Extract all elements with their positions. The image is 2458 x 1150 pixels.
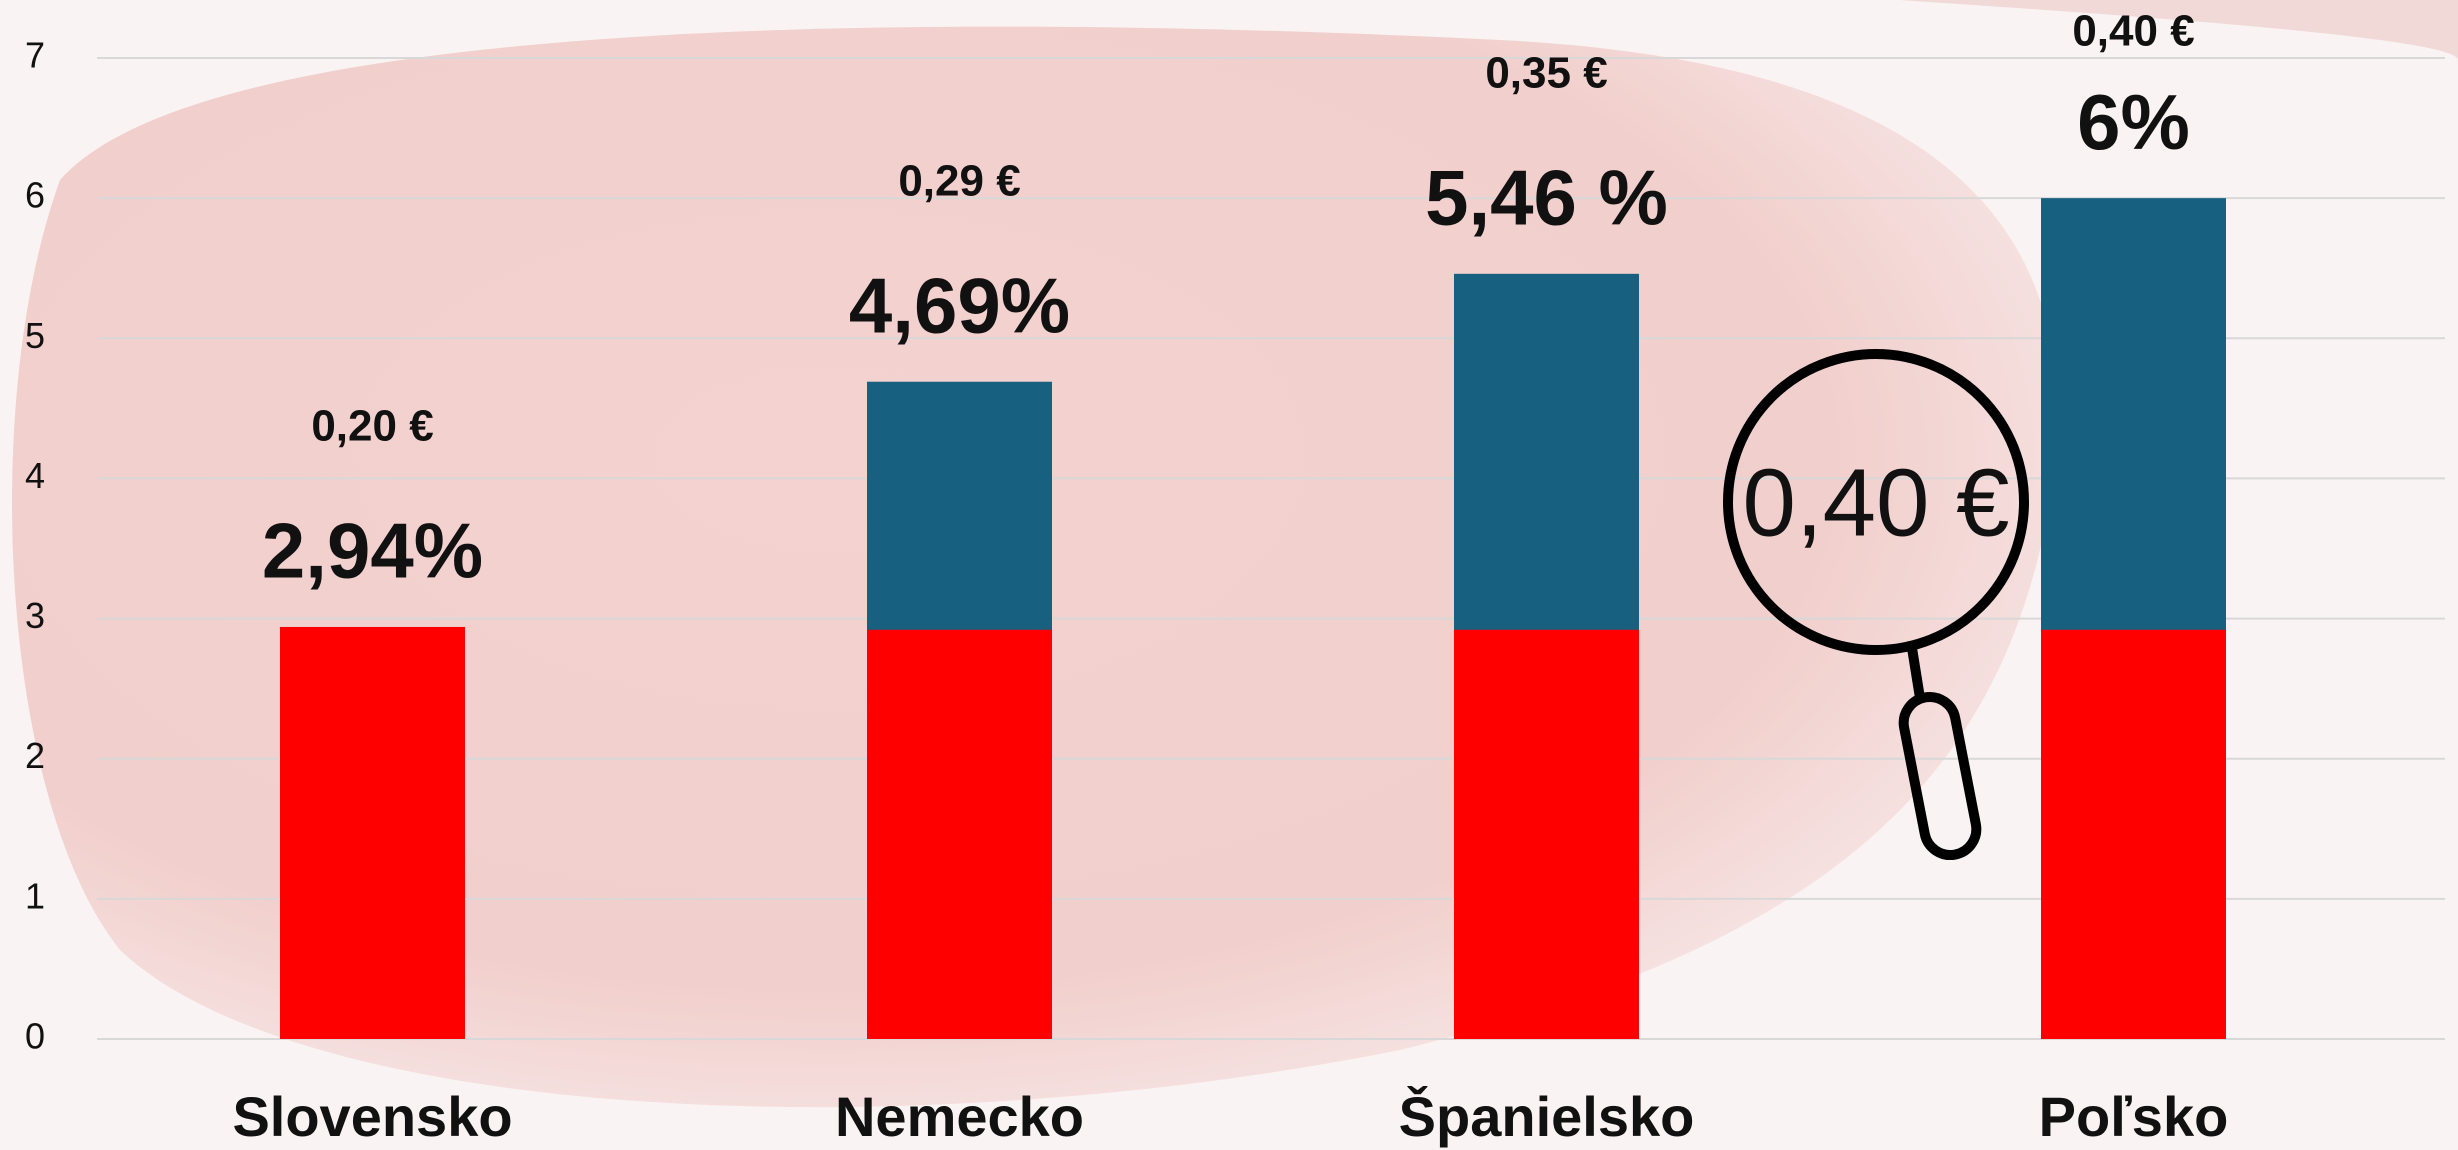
- annotation: 0,40 €: [1743, 449, 2010, 556]
- y-tick-label: 0: [25, 1016, 45, 1057]
- value-label: 5,46 %: [1425, 153, 1668, 241]
- bar: [1454, 629, 1639, 1039]
- x-tick-label: Slovensko: [232, 1085, 512, 1148]
- y-tick-label: 7: [25, 35, 45, 76]
- magnifier-handle: [1898, 691, 1982, 861]
- y-tick-label: 2: [25, 735, 45, 776]
- value-label: 2,94%: [262, 507, 483, 595]
- bar: [2041, 629, 2226, 1039]
- price-label: 0,40 €: [2072, 7, 2194, 56]
- value-label: 4,69%: [849, 261, 1070, 349]
- price-label: 0,35 €: [1485, 48, 1607, 97]
- labels: Slovensko Nemecko Španielsko Poľsko 2,94% 0,2…: [232, 7, 2228, 1148]
- bar: [867, 629, 1052, 1039]
- y-tick-label: 4: [25, 455, 45, 496]
- background-image: [1900, 0, 2458, 60]
- price-label: 0,20 €: [311, 402, 433, 451]
- price-label: 0,29 €: [898, 156, 1020, 205]
- magnifier-neck: [1907, 647, 1925, 699]
- x-tick-label: Nemecko: [835, 1085, 1084, 1148]
- x-tick-label: Španielsko: [1399, 1085, 1695, 1148]
- y-tick-label: 5: [25, 315, 45, 356]
- y-tick-label: 3: [25, 595, 45, 636]
- value-label: 6%: [2077, 78, 2190, 166]
- y-tick-label: 1: [25, 875, 45, 916]
- bar: [280, 626, 465, 1039]
- y-tick-label: 6: [25, 175, 45, 216]
- x-tick-label: Poľsko: [2039, 1085, 2229, 1148]
- magnifier-lens: [1723, 349, 2029, 655]
- bars: [280, 198, 2226, 1040]
- magnifier: 0,40 €: [1723, 349, 2029, 861]
